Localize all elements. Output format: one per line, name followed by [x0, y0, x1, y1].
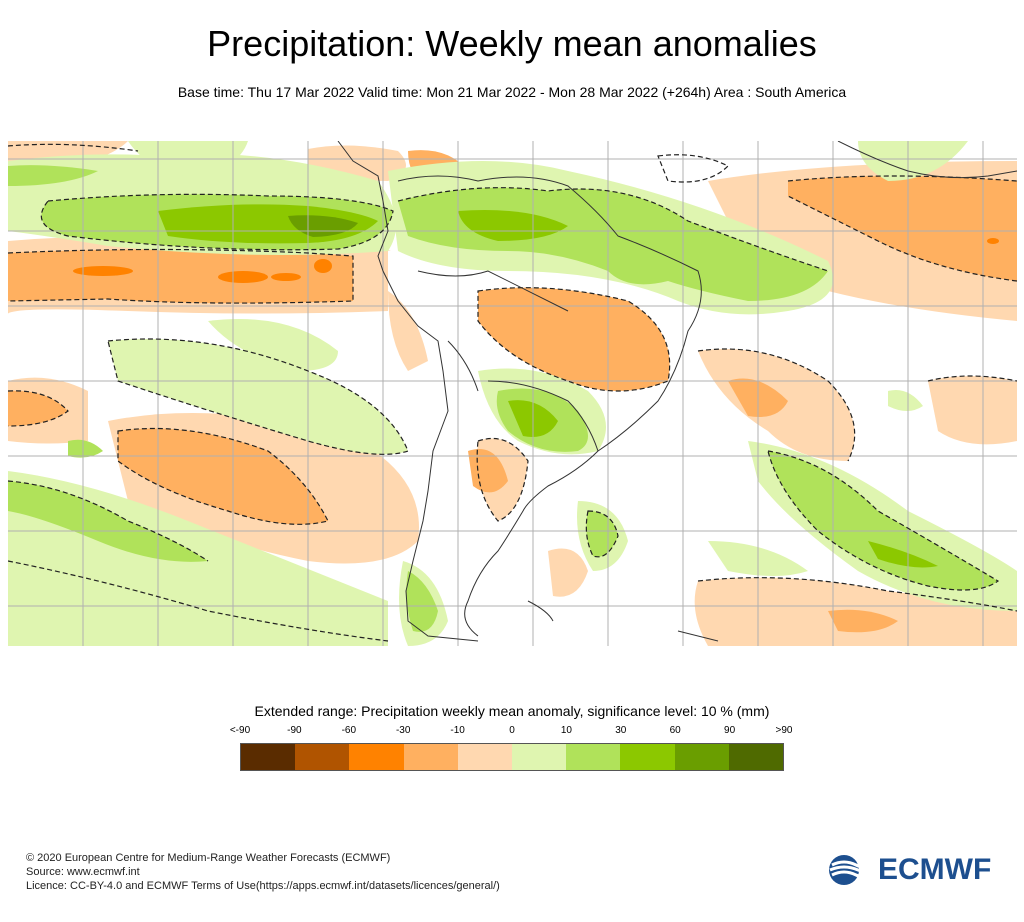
legend-label: 90: [724, 725, 736, 736]
legend-label: -90: [287, 725, 302, 736]
legend-label: 60: [669, 725, 681, 736]
map-subtitle: Base time: Thu 17 Mar 2022 Valid time: M…: [177, 84, 847, 100]
legend-label: -10: [450, 725, 465, 736]
copyright-text: © 2020 European Centre for Medium-Range …: [26, 852, 391, 864]
source-text: Source: www.ecmwf.int: [26, 866, 140, 878]
ecmwf-logo-text: ECMWF: [878, 853, 992, 886]
ecmwf-logo: ECMWF: [828, 852, 1003, 888]
legend-title: Extended range: Precipitation weekly mea…: [254, 703, 770, 719]
legend-swatch: [728, 744, 784, 770]
legend-labels: <-90 -90 -60 -30 -10 0 10 30 60 90 >90: [230, 725, 793, 739]
precipitation-anomaly-map: [8, 141, 1017, 646]
licence-text: Licence: CC-BY-4.0 and ECMWF Terms of Us…: [26, 880, 500, 892]
ecmwf-logo-icon: [829, 855, 872, 885]
legend-swatch: [457, 744, 513, 770]
legend-label: -60: [341, 725, 357, 736]
footer: © 2020 European Centre for Medium-Range …: [26, 851, 500, 893]
legend-swatch: [349, 744, 404, 770]
legend-swatch: [566, 744, 621, 770]
legend-label: 10: [560, 725, 572, 736]
legend-swatch: [512, 744, 567, 770]
legend-label: <-90: [229, 725, 251, 736]
legend-swatch: [674, 744, 729, 770]
legend-label: >90: [775, 725, 793, 736]
legend-label: 0: [509, 725, 515, 736]
legend-label: -30: [395, 725, 411, 736]
map-title: Precipitation: Weekly mean anomalies: [207, 23, 817, 64]
legend-swatch: [295, 744, 350, 770]
legend-swatch: [241, 744, 296, 770]
legend-swatch: [403, 744, 458, 770]
legend-color-bar: [240, 743, 784, 771]
legend-label: 30: [615, 725, 627, 736]
legend-swatch: [620, 744, 675, 770]
